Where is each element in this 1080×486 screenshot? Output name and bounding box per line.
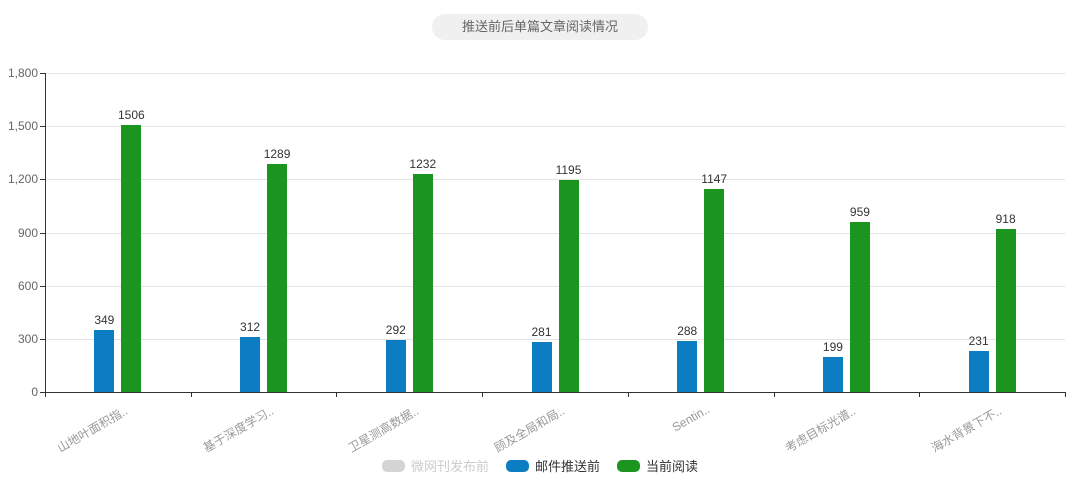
x-axis-category-label: 基于深度学习.. [200,403,276,456]
x-axis-tick [1065,392,1066,397]
legend-label: 微网刊发布前 [410,459,489,474]
bar-邮件推送前[interactable] [531,342,552,392]
bar-当前阅读[interactable] [704,188,725,392]
bar-当前阅读[interactable] [558,180,579,392]
gridline [45,232,1065,234]
x-axis-tick [482,392,484,397]
bar-邮件推送前[interactable] [240,336,261,392]
bar-value-label: 281 [531,325,552,340]
gridline [45,338,1065,340]
y-axis-line [45,73,46,392]
x-axis-tick [190,392,192,397]
gridline [45,179,1065,181]
gridline [45,126,1065,128]
bar-value-label: 1232 [409,156,437,171]
x-axis-tick [919,392,921,397]
x-axis-tick [627,392,629,397]
y-axis-tick-label: 600 [17,278,38,293]
legend-item-当前阅读[interactable]: 当前阅读 [617,456,698,475]
legend-item-微网刊发布前[interactable]: 微网刊发布前 [381,456,489,475]
bar-value-label: 349 [94,313,115,328]
bar-value-label: 1289 [263,146,291,161]
y-axis-tick [40,179,45,181]
legend-item-邮件推送前[interactable]: 邮件推送前 [505,456,600,475]
bar-value-label: 312 [240,319,261,334]
bar-value-label: 1195 [555,163,582,178]
legend-swatch-icon [617,459,640,472]
bar-value-label: 231 [968,334,989,349]
y-axis-tick-label: 300 [17,331,38,346]
x-axis-tick [336,392,338,397]
bar-value-label: 918 [995,212,1016,227]
bar-value-label: 1506 [117,108,145,123]
y-axis-tick [40,285,45,287]
bar-邮件推送前[interactable] [385,340,406,392]
y-axis-tick-label: 1,500 [7,119,38,134]
legend-swatch-icon [381,459,405,472]
y-axis-tick [40,232,45,234]
bar-value-label: 199 [822,339,843,354]
bar-当前阅读[interactable] [412,173,433,392]
gridline [45,73,1065,74]
x-axis-category-label: 山地叶面积指.. [54,403,130,456]
bar-邮件推送前[interactable] [822,356,843,392]
y-axis-tick [40,392,45,393]
y-axis-tick-label: 900 [17,225,38,240]
bar-value-label: 292 [385,323,406,338]
legend-swatch-icon [505,459,529,472]
chart-title-wrap: 推送前后单篇文章阅读情况 [0,14,1080,40]
bar-邮件推送前[interactable] [94,330,115,392]
y-axis-tick [40,338,45,340]
bar-当前阅读[interactable] [849,222,870,392]
x-axis-category-label: Sentin.. [669,402,712,435]
legend-label: 当前阅读 [646,459,699,474]
bar-value-label: 959 [849,205,870,220]
x-axis-category-label: 卫星测高数据.. [346,403,422,456]
bar-value-label: 288 [677,323,698,338]
gridline [45,285,1065,287]
bar-邮件推送前[interactable] [677,340,698,392]
chart-legend: 微网刊发布前 邮件推送前 当前阅读 [0,456,1080,475]
y-axis-tick-label: 0 [31,385,38,399]
y-axis-tick [40,73,45,74]
bar-邮件推送前[interactable] [968,351,989,392]
x-axis-tick [45,392,46,397]
x-axis-tick [773,392,775,397]
chart-title: 推送前后单篇文章阅读情况 [431,14,648,40]
bar-当前阅读[interactable] [267,163,288,392]
y-axis-tick-label: 1,800 [7,66,38,80]
y-axis-tick [40,126,45,128]
x-axis-category-label: 海水背景下不.. [929,403,1005,456]
bar-当前阅读[interactable] [121,125,142,392]
x-axis-category-label: 考虑目标光谱.. [783,403,859,456]
legend-label: 邮件推送前 [534,459,600,474]
x-axis-line [45,392,1065,393]
bar-value-label: 1147 [701,171,728,186]
y-axis-tick-label: 1,200 [7,172,38,187]
bar-当前阅读[interactable] [995,229,1016,392]
x-axis-category-label: 顾及全局和局.. [491,403,567,456]
